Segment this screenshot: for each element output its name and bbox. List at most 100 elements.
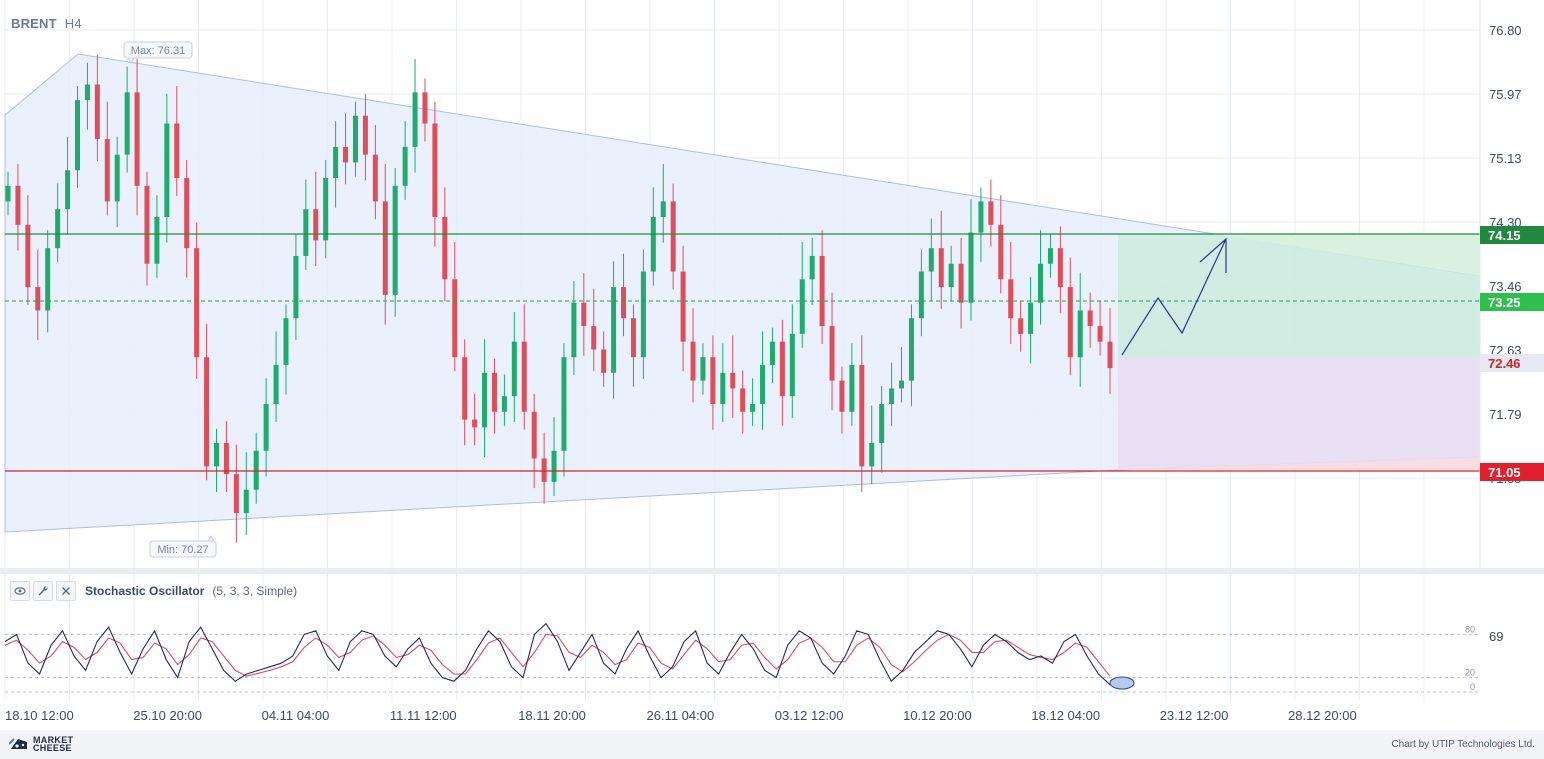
- wrench-icon[interactable]: [33, 581, 53, 601]
- candle-body: [372, 154, 378, 202]
- price-tick-label: 71.79: [1489, 407, 1522, 422]
- candle-body: [412, 92, 418, 147]
- candle-body: [1077, 310, 1083, 358]
- eye-icon[interactable]: [10, 581, 30, 601]
- candle-body: [918, 271, 924, 319]
- candle-body: [998, 224, 1004, 280]
- candle: [1067, 257, 1073, 376]
- candle-body: [809, 255, 815, 280]
- candle-body: [750, 403, 756, 412]
- candle-body: [889, 388, 895, 404]
- candle-body: [35, 287, 41, 311]
- candle: [819, 230, 825, 344]
- max-annotation: Max: 76.31: [123, 41, 193, 64]
- candle-body: [333, 146, 339, 179]
- candle-body: [760, 365, 766, 404]
- candle: [104, 101, 110, 216]
- candle: [392, 167, 398, 317]
- candle: [213, 428, 219, 493]
- candle-body: [849, 365, 855, 412]
- candle: [174, 86, 180, 196]
- candle-body: [680, 271, 686, 342]
- candle-body: [551, 450, 557, 482]
- candle: [640, 249, 646, 380]
- candle-body: [104, 139, 110, 202]
- candle-body: [640, 271, 646, 358]
- candle-body: [1038, 263, 1044, 303]
- candle: [1077, 273, 1083, 387]
- candle: [1047, 234, 1053, 278]
- time-axis-label: 23.12 12:00: [1160, 708, 1229, 723]
- candle: [114, 136, 120, 228]
- candle: [223, 421, 229, 493]
- resistance-price-tag: 74.15: [1480, 226, 1544, 244]
- candle-body: [442, 216, 448, 280]
- candle: [581, 273, 587, 356]
- candle: [154, 195, 160, 278]
- candle: [650, 187, 656, 286]
- candle: [531, 393, 537, 489]
- logo-line1: MARKET: [33, 735, 74, 745]
- forecast-arrow: [1121, 238, 1227, 356]
- candle-body: [1067, 287, 1073, 358]
- candle-body: [630, 318, 636, 358]
- candle: [908, 304, 914, 407]
- candle: [233, 444, 239, 543]
- candle: [94, 54, 100, 161]
- candle: [591, 288, 597, 372]
- close-icon[interactable]: [56, 581, 76, 601]
- time-axis-label: 11.11 12:00: [390, 708, 457, 723]
- candle: [561, 343, 567, 477]
- candle-body: [789, 333, 795, 397]
- candle: [402, 121, 408, 200]
- candle: [25, 195, 31, 306]
- candle-body: [352, 115, 358, 163]
- candle-body: [611, 287, 617, 373]
- oscillator-level-label: 20: [1465, 668, 1475, 678]
- candle-body: [293, 255, 299, 319]
- candle: [958, 238, 964, 329]
- marketcheese-logo[interactable]: MARKET CHEESE: [9, 735, 74, 753]
- candle: [978, 187, 984, 263]
- candle-body: [164, 123, 170, 217]
- candle-body: [730, 372, 736, 389]
- time-axis[interactable]: 18.10 12:00 25.10 20:00 04.11 04:00 11.11 1…: [5, 708, 1357, 723]
- candle: [35, 249, 41, 341]
- candlestick-series: [5, 54, 1113, 543]
- candle: [760, 331, 766, 430]
- candle: [84, 62, 90, 130]
- candle-body: [690, 341, 696, 381]
- candle: [680, 245, 686, 372]
- candle: [1008, 241, 1014, 344]
- candle: [442, 187, 448, 302]
- risk-zone-lower: [1118, 457, 1480, 470]
- candle-body: [482, 372, 488, 428]
- candle-body: [392, 185, 398, 295]
- candle-body: [124, 92, 130, 155]
- oscillator-value-label: 69: [1489, 629, 1503, 644]
- candle-body: [740, 388, 746, 412]
- candle: [124, 66, 130, 173]
- candle: [273, 331, 279, 422]
- candle-body: [968, 232, 974, 303]
- candle: [303, 179, 309, 270]
- candle-body: [84, 84, 90, 101]
- time-axis-label: 26.11 04:00: [647, 708, 715, 723]
- target-price-tag: 73.25: [1480, 293, 1544, 311]
- candle: [204, 323, 210, 481]
- candle: [1107, 308, 1113, 394]
- candle-body: [323, 178, 329, 241]
- candle: [253, 432, 259, 504]
- candle: [343, 113, 349, 185]
- candle-body: [700, 357, 706, 381]
- candle-body: [15, 185, 21, 225]
- candle-body: [382, 201, 388, 295]
- chart-credit: Chart by UTIP Technologies Ltd.: [1391, 739, 1535, 750]
- pane-separator[interactable]: [0, 568, 1544, 574]
- candle-body: [859, 365, 865, 467]
- price-tick-label: 75.13: [1489, 151, 1522, 166]
- time-axis-label: 18.11 20:00: [518, 708, 586, 723]
- candle-body: [541, 458, 547, 482]
- candle: [15, 164, 21, 251]
